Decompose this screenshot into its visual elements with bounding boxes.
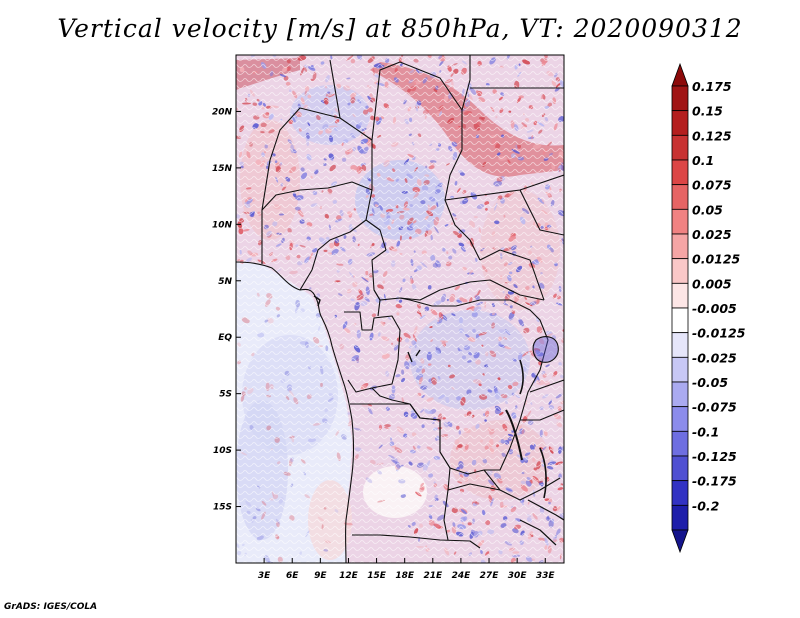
colorbar-swatch xyxy=(671,381,689,408)
colorbar-swatch xyxy=(671,504,689,531)
colorbar-swatch xyxy=(671,430,689,457)
lon-tick-label: 24E xyxy=(452,571,472,581)
colorbar-label: -0.1 xyxy=(692,424,719,439)
lon-tick-label: 27E xyxy=(480,571,500,581)
lon-tick-label: 15E xyxy=(367,571,387,581)
colorbar-swatch xyxy=(671,134,689,161)
colorbar: 0.175 0.15 0.125 0.1 0.075 0.05 0.025 0.0125 0.0… xyxy=(671,62,746,554)
lon-tick-label: 3E xyxy=(258,571,271,581)
lat-tick-label: 15N xyxy=(212,164,233,174)
velocity-field xyxy=(236,55,564,563)
lon-tick-label: 30E xyxy=(508,571,528,581)
colorbar-bottom-arrow xyxy=(671,529,689,554)
colorbar-label: 0.175 xyxy=(692,79,732,94)
colorbar-swatch xyxy=(671,480,689,506)
colorbar-swatch xyxy=(671,159,689,186)
colorbar-swatch xyxy=(671,233,689,260)
colorbar-swatch xyxy=(671,208,689,235)
colorbar-swatch xyxy=(671,455,689,482)
longitude-axis: 3E 6E 9E 12E 15E 18E 21E 24E 27E 30E 33E xyxy=(258,558,556,581)
colorbar-label: -0.025 xyxy=(692,350,737,365)
lat-tick-label: 5S xyxy=(219,390,232,400)
colorbar-swatch xyxy=(671,406,689,432)
lat-tick-label: 5N xyxy=(218,277,232,287)
lon-tick-label: 9E xyxy=(314,571,327,581)
colorbar-label: 0.025 xyxy=(692,227,732,242)
lat-tick-label: 10N xyxy=(212,220,233,230)
colorbar-label: -0.175 xyxy=(692,474,737,489)
colorbar-label: 0.125 xyxy=(692,128,732,143)
colorbar-label: -0.075 xyxy=(692,400,737,415)
lon-tick-label: 21E xyxy=(423,571,443,581)
colorbar-swatch xyxy=(671,85,689,112)
lon-tick-label: 12E xyxy=(339,571,359,581)
map-frame xyxy=(235,54,565,564)
colorbar-label: 0.075 xyxy=(692,178,732,193)
lon-tick-label: 6E xyxy=(286,571,299,581)
colorbar-label: -0.2 xyxy=(692,498,719,513)
colorbar-swatch xyxy=(671,282,689,309)
boundaries xyxy=(236,55,564,563)
lon-tick-label: 33E xyxy=(536,571,556,581)
colorbar-label: -0.05 xyxy=(692,375,728,390)
latitude-axis: 20N 15N 10N 5N EQ 5S 10S 15S xyxy=(212,107,241,513)
colorbar-label: 0.005 xyxy=(692,276,732,291)
lat-tick-label: 10S xyxy=(213,446,232,456)
colorbar-swatch xyxy=(671,332,689,358)
chart-title: Vertical velocity [m/s] at 850hPa, VT: 2… xyxy=(57,14,743,43)
colorbar-swatch xyxy=(671,184,689,210)
colorbar-swatch xyxy=(671,258,689,284)
lon-tick-label: 18E xyxy=(395,571,415,581)
lat-tick-label: EQ xyxy=(218,333,232,343)
colorbar-label: -0.0125 xyxy=(692,326,746,341)
colorbar-label: 0.1 xyxy=(692,153,714,168)
software-credit: GrADS: IGES/COLA xyxy=(4,602,98,612)
colorbar-top-arrow xyxy=(671,62,689,87)
colorbar-label: -0.005 xyxy=(692,301,737,316)
colorbar-swatch xyxy=(671,356,689,383)
colorbar-label: -0.125 xyxy=(692,449,737,464)
lat-tick-label: 20N xyxy=(212,107,233,117)
colorbar-label: 0.15 xyxy=(692,104,723,119)
colorbar-label: 0.0125 xyxy=(692,252,741,267)
colorbar-label: 0.05 xyxy=(692,202,723,217)
lat-tick-label: 15S xyxy=(213,503,232,513)
colorbar-swatch xyxy=(671,307,689,334)
colorbar-swatch xyxy=(671,110,689,136)
